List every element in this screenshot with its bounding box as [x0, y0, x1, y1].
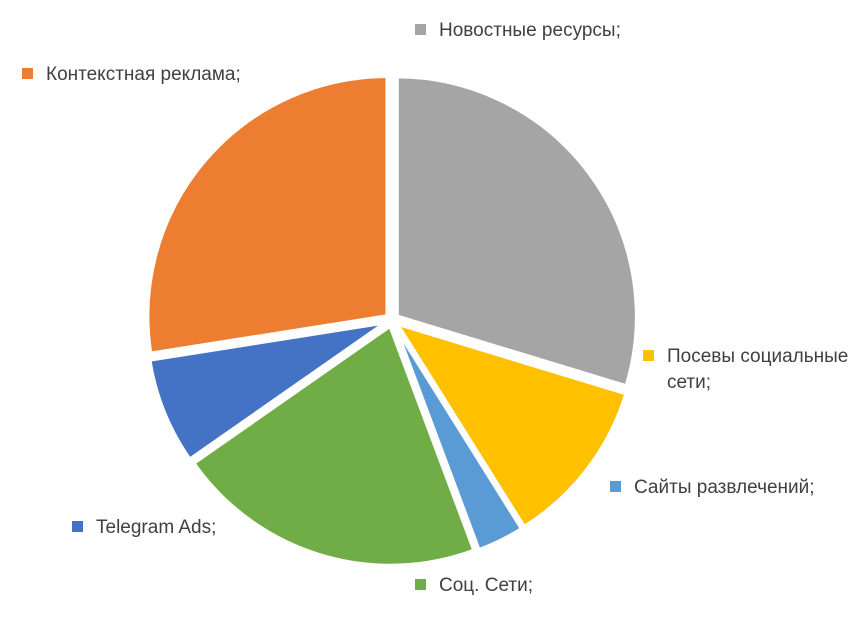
legend-swatch-0	[415, 24, 426, 35]
labels-group: Новостные ресурсы; Посевы социальные сети;…	[22, 20, 848, 596]
pie-slice-2	[392, 323, 524, 553]
legend-label-3: Соц. Сети;	[415, 575, 533, 596]
pie-slice-5	[145, 74, 390, 356]
slice-label-4: Telegram Ads;	[96, 517, 216, 538]
slice-label-1: Посевы социальные сети;	[667, 346, 848, 393]
legend-label-5: Контекстная реклама;	[22, 64, 241, 85]
legend-label-2: Сайты развлечений;	[610, 477, 815, 498]
legend-swatch-4	[72, 521, 83, 532]
slices-group	[145, 74, 639, 568]
slice-label-3: Соц. Сети;	[439, 575, 533, 596]
legend-swatch-5	[22, 68, 33, 79]
legend-label-0: Новостные ресурсы;	[415, 20, 621, 41]
legend-label-1: Посевы социальные сети;	[643, 346, 848, 393]
legend-swatch-2	[610, 481, 621, 492]
legend-swatch-3	[415, 579, 426, 590]
pie-slice-1	[394, 321, 629, 530]
slice-label-5: Контекстная реклама;	[46, 64, 241, 85]
pie-slice-3	[191, 323, 477, 568]
slice-label-2: Сайты развлечений;	[634, 477, 815, 498]
pie-slice-4	[147, 320, 389, 462]
legend-label-4: Telegram Ads;	[72, 517, 216, 538]
slice-label-0: Новостные ресурсы;	[439, 20, 621, 41]
pie-slice-0	[394, 74, 639, 389]
legend-swatch-1	[643, 350, 654, 361]
